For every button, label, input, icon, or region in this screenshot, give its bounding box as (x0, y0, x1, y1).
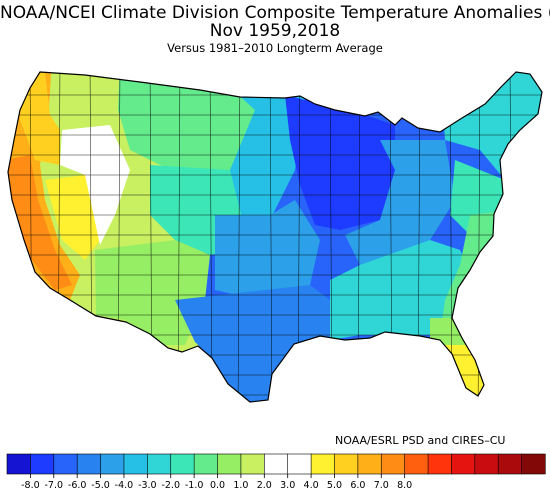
colorbar-label: -2.0 (161, 480, 180, 491)
region-central-california (8, 155, 72, 290)
colorbar-label: -6.0 (68, 480, 87, 491)
colorbar-swatch (404, 453, 429, 475)
colorbar-swatch (287, 453, 312, 475)
colorbar-label: 2.0 (257, 480, 272, 491)
map-title: NOAA/NCEI Climate Division Composite Tem… (0, 3, 550, 23)
region-nevada (45, 175, 100, 260)
colorbar-swatch (217, 453, 242, 475)
colorbar-swatch (474, 453, 499, 475)
colorbar-label: -5.0 (91, 480, 110, 491)
colorbar-label: 0.0 (210, 480, 225, 491)
colorbar-swatch (427, 453, 453, 475)
colorbar-swatch (240, 453, 265, 475)
colorbar-swatch (357, 453, 382, 475)
colorbar-label: 1.0 (233, 480, 248, 491)
us-anomaly-map (7, 71, 543, 403)
colorbar-label: -4.0 (115, 480, 134, 491)
colorbar-swatch (76, 453, 102, 475)
colorbar-label: 6.0 (350, 480, 365, 491)
colorbar-label: 7.0 (374, 480, 389, 491)
colorbar-label: -1.0 (185, 480, 204, 491)
colorbar-label: -7.0 (45, 480, 64, 491)
colorbar-swatch (193, 453, 219, 475)
region-southern-plains (175, 285, 330, 402)
colorbar-swatch (380, 453, 406, 475)
map-subtitle: Nov 1959,2018 (209, 21, 341, 41)
climate-division-grid (8, 72, 542, 402)
colorbar-swatch (6, 453, 31, 475)
region-northern-plains (200, 72, 305, 230)
colorbar-label: -3.0 (138, 480, 157, 491)
colorbar-swatch (451, 453, 476, 475)
colorbar-swatch (170, 453, 195, 475)
region-southwest (95, 240, 210, 345)
region-great-lakes-core (285, 95, 395, 230)
region-ohio-valley (345, 140, 455, 265)
colorbar-swatch (147, 453, 172, 475)
anomaly-colorbar: -8.0 -7.0 -6.0 -5.0 -4.0 -3.0 -2.0 -1.0 0.0 1.0 2.… (6, 453, 546, 491)
colorbar-swatch (30, 453, 55, 475)
colorbar-swatch (53, 453, 78, 475)
colorbar-swatch (334, 453, 359, 475)
region-south-georgia (430, 318, 470, 348)
map-baseline-note: Versus 1981–2010 Longterm Average (167, 41, 383, 55)
colorbar-label: 3.0 (280, 480, 295, 491)
colorbar-swatch (123, 453, 148, 475)
colorbar-swatch (263, 453, 289, 475)
colorbar-ticks: -8.0 -7.0 -6.0 -5.0 -4.0 -3.0 -2.0 -1.0 0.0 1.0 2.… (21, 474, 412, 491)
colorbar-label: 4.0 (304, 480, 319, 491)
colorbar-label: -8.0 (21, 480, 40, 491)
colorbar-swatch (497, 453, 523, 475)
colorbar-swatches (6, 453, 546, 475)
colorbar-swatch (521, 453, 546, 475)
colorbar-swatch (310, 453, 336, 475)
credit-label: NOAA/ESRL PSD and CIRES–CU (335, 434, 506, 447)
colorbar-label: 8.0 (397, 480, 412, 491)
colorbar-label: 5.0 (327, 480, 342, 491)
colorbar-swatch (100, 453, 125, 475)
